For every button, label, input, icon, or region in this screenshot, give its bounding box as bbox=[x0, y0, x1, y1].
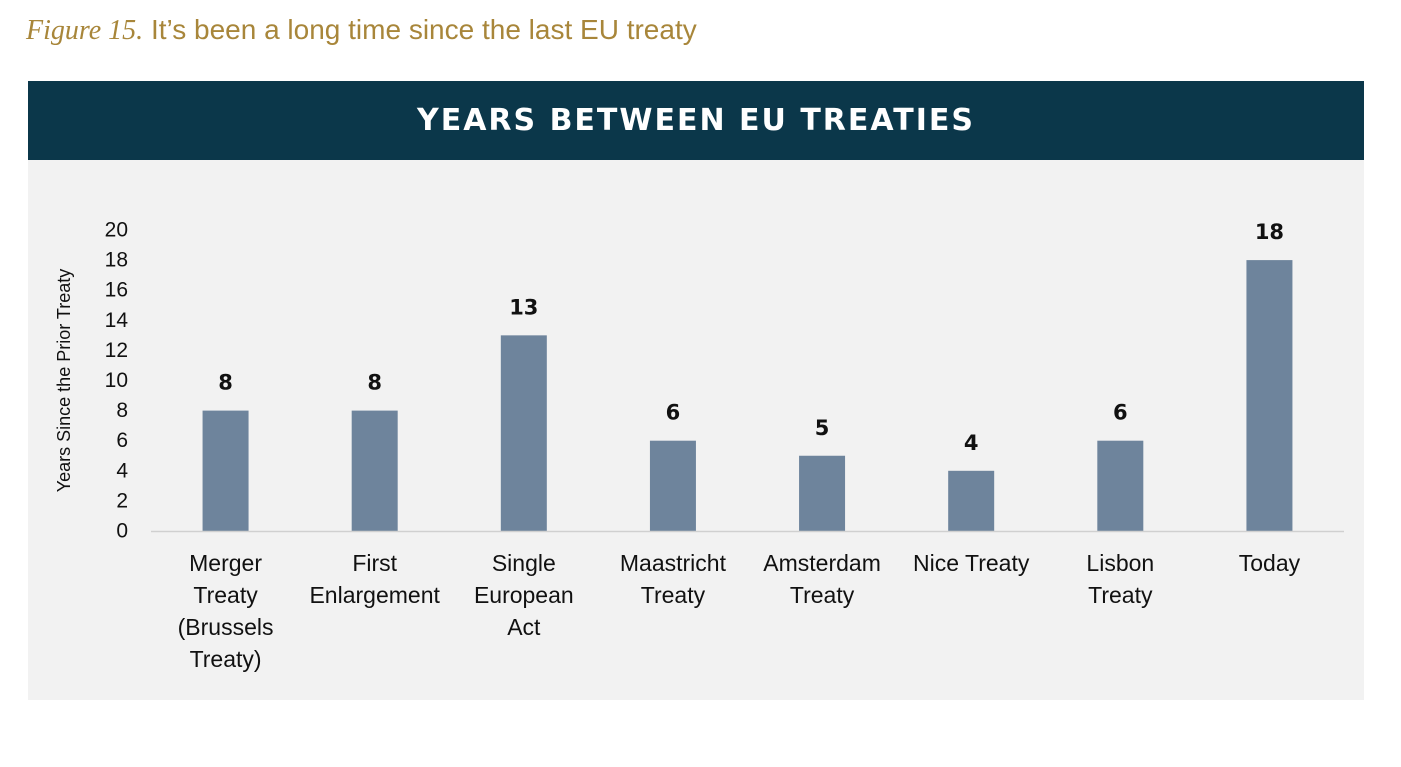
chart-panel: YEARS BETWEEN EU TREATIES 0 2 4 6 8 10 12 14 16 1… bbox=[28, 81, 1364, 700]
data-label: 8 bbox=[367, 371, 382, 395]
figure-title: It’s been a long time since the last EU … bbox=[150, 14, 697, 45]
y-tick-label: 0 bbox=[116, 520, 128, 543]
bar bbox=[351, 410, 398, 531]
y-tick-label: 12 bbox=[105, 339, 128, 362]
y-tick-label: 2 bbox=[116, 489, 128, 512]
x-tick-label: Maastricht Treaty bbox=[620, 550, 727, 608]
bar bbox=[1246, 260, 1293, 531]
data-label: 6 bbox=[666, 401, 681, 425]
x-axis-labels: Merger Treaty (Brussels Treaty) First Enlarge… bbox=[178, 550, 1301, 672]
x-tick-label: First Enlargement bbox=[309, 550, 440, 608]
y-axis-label: Years Since the Prior Treaty bbox=[54, 269, 74, 492]
chart-banner: YEARS BETWEEN EU TREATIES bbox=[28, 81, 1364, 160]
bar bbox=[202, 410, 249, 531]
x-tick-label: Nice Treaty bbox=[913, 550, 1030, 576]
figure-number: Figure 15. bbox=[26, 15, 144, 46]
chart-title: YEARS BETWEEN EU TREATIES bbox=[416, 103, 975, 138]
y-tick-label: 6 bbox=[116, 429, 128, 452]
y-tick-label: 16 bbox=[105, 279, 128, 302]
data-label: 4 bbox=[964, 431, 979, 455]
bar bbox=[500, 335, 547, 531]
data-label: 6 bbox=[1113, 401, 1128, 425]
figure-caption: Figure 15. It’s been a long time since t… bbox=[26, 14, 697, 47]
bar bbox=[649, 440, 696, 531]
x-tick-label: Amsterdam Treaty bbox=[763, 550, 881, 608]
bar bbox=[948, 470, 995, 531]
y-tick-label: 14 bbox=[105, 309, 129, 332]
y-tick-label: 4 bbox=[116, 459, 128, 482]
x-tick-label: Today bbox=[1239, 550, 1301, 576]
data-labels: 8 8 13 6 5 4 6 18 bbox=[218, 220, 1284, 455]
bars bbox=[202, 260, 1293, 531]
y-tick-label: 10 bbox=[105, 369, 128, 392]
y-tick-label: 18 bbox=[105, 249, 128, 272]
y-tick-label: 8 bbox=[116, 399, 128, 422]
x-tick-label: Merger Treaty (Brussels Treaty) bbox=[178, 550, 274, 672]
data-label: 5 bbox=[815, 416, 830, 440]
bar bbox=[799, 455, 846, 531]
y-tick-label: 20 bbox=[105, 219, 128, 242]
x-tick-label: Single European Act bbox=[474, 550, 574, 640]
data-label: 13 bbox=[509, 295, 538, 319]
data-label: 8 bbox=[218, 371, 233, 395]
y-axis-ticks: 0 2 4 6 8 10 12 14 16 18 20 bbox=[105, 219, 129, 543]
x-tick-label: Lisbon Treaty bbox=[1086, 550, 1154, 608]
data-label: 18 bbox=[1255, 220, 1284, 244]
bar bbox=[1097, 440, 1144, 531]
bar-chart: 0 2 4 6 8 10 12 14 16 18 20 8 8 13 6 5 4 6 18 Merger Treat… bbox=[54, 219, 1344, 672]
